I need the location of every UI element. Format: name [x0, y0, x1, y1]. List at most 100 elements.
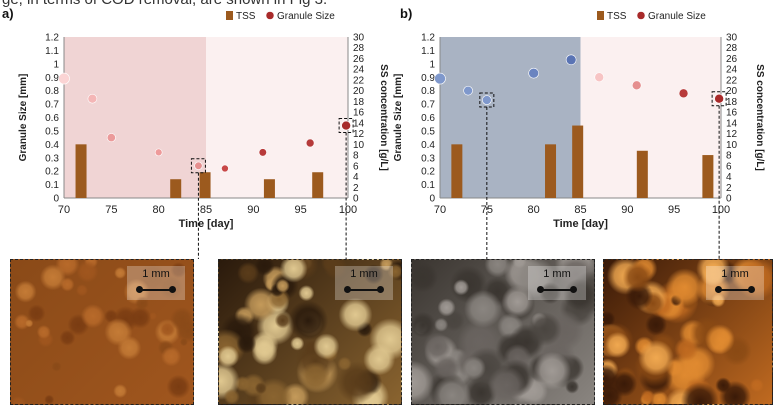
x-tick-label: 90	[621, 204, 633, 216]
granule-size-point	[714, 93, 724, 104]
x-tick-label: 95	[295, 204, 307, 216]
granule-size-point	[678, 88, 689, 99]
micrograph-b-day75: 1 mm	[411, 259, 595, 405]
granule-size-point	[565, 54, 577, 66]
y-right-tick-label: 22	[726, 75, 738, 86]
y-right-tick-label: 12	[353, 129, 365, 140]
y-right-tick-label: 6	[726, 161, 732, 172]
y-left-tick-label: 1.2	[421, 33, 435, 44]
y-left-tick-label: 1.1	[421, 46, 435, 57]
granule-size-point	[482, 95, 492, 105]
y-right-tick-label: 24	[726, 65, 738, 76]
scale-bar-icon	[537, 286, 577, 293]
granule-size-point	[106, 133, 116, 143]
y-axis-left-label: Granule Size [mm]	[393, 74, 404, 162]
tss-bar	[263, 179, 275, 198]
tss-bar	[75, 144, 87, 198]
y-left-tick-label: 1	[429, 59, 435, 70]
x-tick-label: 90	[247, 204, 259, 216]
y-right-tick-label: 24	[353, 65, 365, 76]
y-left-tick-label: 0.3	[45, 153, 59, 164]
y-left-tick-label: 0.8	[45, 86, 59, 97]
scale-bar-label: 1 mm	[543, 268, 571, 280]
tss-bar	[170, 179, 182, 198]
y-left-tick-label: 0.5	[421, 126, 435, 137]
tss-bar	[312, 172, 324, 198]
legend-tss-swatch	[226, 11, 233, 20]
tss-bar	[572, 125, 584, 198]
y-right-tick-label: 14	[726, 118, 738, 129]
granule-size-point	[258, 148, 267, 157]
y-right-tick-label: 22	[353, 75, 365, 86]
scale-bar-box: 1 mm	[706, 266, 764, 300]
scale-bar-icon	[715, 286, 755, 293]
y-left-tick-label: 0.7	[421, 100, 435, 111]
granule-size-point	[305, 138, 315, 148]
granule-size-point	[528, 67, 539, 79]
y-right-tick-label: 8	[353, 151, 359, 162]
y-left-tick-label: 0.9	[45, 73, 59, 84]
granule-size-point	[594, 72, 605, 83]
y-left-tick-label: 0	[429, 194, 435, 205]
y-left-tick-label: 0.8	[421, 86, 435, 97]
y-left-tick-label: 1	[53, 59, 59, 70]
granule-size-point	[434, 72, 446, 85]
shaded-period	[440, 37, 581, 198]
scale-bar-label: 1 mm	[350, 268, 378, 280]
y-axis-right-label: SS concentration [g/L]	[754, 64, 765, 171]
y-left-tick-label: 0.2	[421, 167, 435, 178]
granule-size-point	[154, 148, 163, 157]
x-axis-label: Time [day]	[179, 218, 234, 230]
y-right-tick-label: 10	[726, 140, 738, 151]
y-left-tick-label: 0.4	[45, 140, 59, 151]
y-right-tick-label: 8	[726, 151, 732, 162]
micrograph-b-day100: 1 mm	[603, 259, 773, 405]
y-left-tick-label: 1.1	[45, 46, 59, 57]
scale-bar-icon	[344, 286, 384, 293]
panel-label: a)	[2, 6, 14, 21]
granule-size-point	[194, 161, 203, 170]
scale-bar-label: 1 mm	[142, 268, 170, 280]
y-right-tick-label: 12	[726, 129, 738, 140]
y-left-tick-label: 0.5	[45, 126, 59, 137]
legend-tss-swatch	[597, 11, 604, 20]
y-axis-right-label: SS concentration [g/L]	[378, 64, 389, 171]
y-right-tick-label: 20	[726, 86, 738, 97]
y-left-tick-label: 0.7	[45, 100, 59, 111]
micrograph-a-day84: 1 mm	[10, 259, 194, 405]
granule-size-point	[631, 80, 642, 91]
y-right-tick-label: 26	[726, 54, 738, 65]
x-tick-label: 85	[200, 204, 212, 216]
y-right-tick-label: 28	[726, 43, 738, 54]
y-left-tick-label: 0.1	[421, 180, 435, 191]
x-tick-label: 100	[712, 204, 730, 216]
legend-granule-label: Granule Size	[648, 11, 706, 22]
y-right-tick-label: 20	[353, 86, 365, 97]
x-tick-label: 95	[668, 204, 680, 216]
y-right-tick-label: 2	[353, 183, 359, 194]
y-left-tick-label: 0.3	[421, 153, 435, 164]
x-tick-label: 75	[105, 204, 117, 216]
y-right-tick-label: 30	[726, 33, 738, 44]
x-axis-label: Time [day]	[553, 218, 608, 230]
y-right-tick-label: 18	[353, 97, 365, 108]
tss-bar	[702, 155, 714, 198]
y-left-tick-label: 0.2	[45, 167, 59, 178]
tss-bar	[636, 150, 648, 198]
x-tick-label: 80	[528, 204, 540, 216]
tss-bar	[451, 144, 463, 198]
legend-granule-swatch	[265, 11, 275, 20]
x-tick-label: 100	[339, 204, 357, 216]
scale-bar-box: 1 mm	[528, 266, 586, 300]
y-left-tick-label: 0.9	[421, 73, 435, 84]
granule-size-point	[221, 164, 229, 173]
y-right-tick-label: 10	[353, 140, 365, 151]
scale-bar-box: 1 mm	[127, 266, 185, 300]
x-tick-label: 80	[153, 204, 165, 216]
x-tick-label: 70	[434, 204, 446, 216]
header-caption: ge, in terms of COD removal, are shown i…	[0, 0, 775, 12]
y-right-tick-label: 6	[353, 161, 359, 172]
y-right-tick-label: 30	[353, 33, 365, 44]
y-right-tick-label: 26	[353, 54, 365, 65]
